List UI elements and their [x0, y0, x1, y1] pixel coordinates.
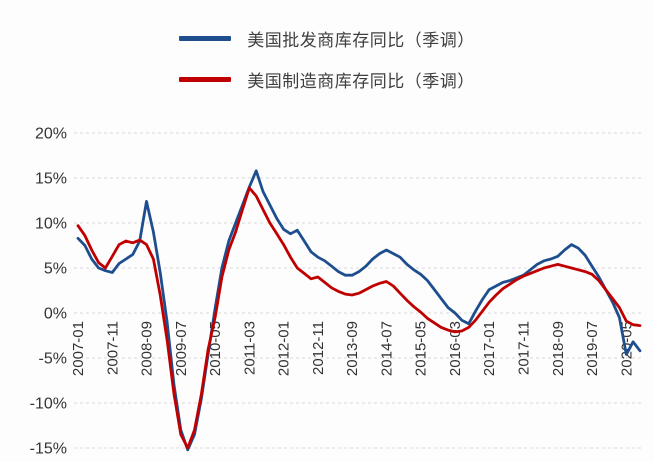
x-axis-tick-label: 2014-07 [378, 321, 395, 376]
legend-item-manufacturer: 美国制造商库存同比（季调） [179, 67, 475, 92]
y-axis-tick-label: 0% [44, 306, 67, 323]
x-axis-tick-label: 2018-09 [550, 321, 567, 376]
legend-item-wholesaler: 美国批发商库存同比（季调） [179, 26, 475, 51]
x-axis-tick-label: 2009-07 [173, 321, 190, 376]
series-line-0 [76, 169, 642, 452]
series-line-1 [76, 186, 642, 450]
legend-label-wholesaler: 美国批发商库存同比（季调） [247, 31, 475, 50]
y-axis-tick-label: 20% [35, 126, 67, 143]
y-axis-tick-label: 10% [35, 216, 67, 233]
x-axis-tick-label: 2015-05 [413, 321, 430, 376]
x-axis-tick-label: 2017-11 [516, 321, 533, 375]
x-axis-tick-label: 2013-09 [344, 321, 361, 376]
x-axis-tick-label: 2011-03 [241, 321, 258, 375]
y-axis-tick-label: 5% [44, 261, 67, 278]
legend-label-manufacturer: 美国制造商库存同比（季调） [247, 72, 475, 91]
y-axis-tick-label: -10% [30, 396, 67, 413]
x-axis-tick-label: 2012-01 [276, 321, 293, 376]
x-axis-tick-label: 2017-01 [481, 321, 498, 376]
legend: 美国批发商库存同比（季调） 美国制造商库存同比（季调） [0, 26, 654, 92]
x-axis-tick-label: 2007-01 [70, 321, 87, 376]
wholesaler-series-swatch [179, 36, 232, 41]
x-axis-tick-label: 2012-11 [310, 321, 327, 375]
x-axis-tick-label: 2019-07 [584, 321, 601, 376]
y-axis-tick-label: -15% [30, 441, 67, 458]
x-axis-tick-label: 2007-11 [104, 321, 121, 375]
manufacturer-series-swatch [179, 77, 232, 82]
y-axis-tick-label: -5% [39, 351, 67, 368]
x-axis-tick-label: 2008-09 [139, 321, 156, 376]
y-axis-tick-label: 15% [35, 171, 67, 188]
x-axis-tick-label: 2016-03 [447, 321, 464, 376]
